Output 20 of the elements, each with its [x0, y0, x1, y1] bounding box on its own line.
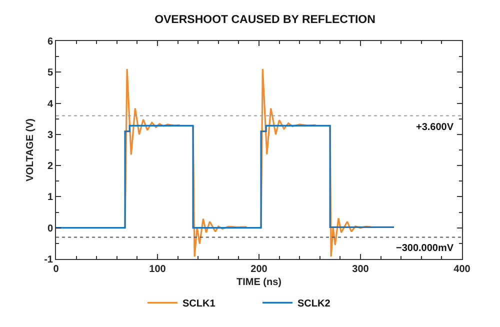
- ref-line-label: −300.000mV: [396, 243, 454, 254]
- y-tick-label: 0: [47, 223, 54, 234]
- y-tick-label: 4: [47, 98, 54, 110]
- ref-line-label: +3.600V: [416, 122, 454, 133]
- y-tick-label: 5: [47, 68, 54, 79]
- legend-label: SCLK1: [182, 298, 216, 310]
- y-tick-label: 2: [47, 161, 54, 172]
- y-tick-label: 1: [47, 192, 54, 204]
- y-tick-label: 6: [47, 36, 54, 48]
- chart-title: OVERSHOOT CAUSED BY REFLECTION: [154, 14, 376, 26]
- x-tick-label: 200: [250, 264, 268, 275]
- y-axis-title: VOLTAGE (V): [25, 118, 36, 182]
- legend-label: SCLK2: [298, 298, 331, 310]
- x-axis-title: TIME (ns): [236, 277, 282, 288]
- x-tick-label: 400: [454, 264, 471, 275]
- y-tick-label: -1: [44, 254, 54, 266]
- y-tick-label: 3: [47, 130, 54, 141]
- x-tick-label: 300: [352, 264, 370, 275]
- x-tick-label: 100: [149, 264, 166, 275]
- line-series: [56, 124, 395, 229]
